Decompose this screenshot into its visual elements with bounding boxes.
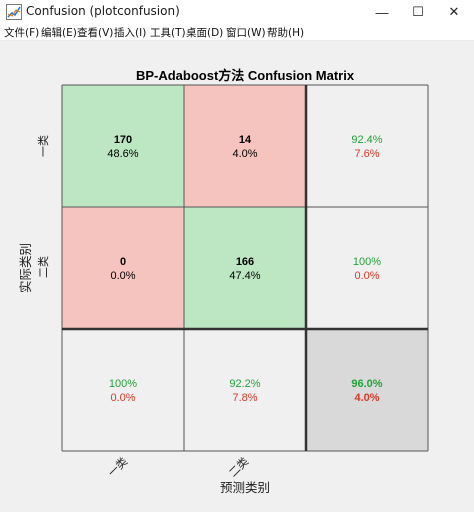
menu-help[interactable]: 帮助(H) — [267, 27, 305, 39]
cell-secondary-value-r3-c2: 7.8% — [232, 392, 257, 404]
y-axis-label: 实际类别 — [18, 243, 33, 293]
x-axis-label: 预测类别 — [220, 481, 270, 495]
cell-primary-value-r3-c3: 96.0% — [351, 378, 382, 390]
chart-title: BP-Adaboost方法 Confusion Matrix — [136, 68, 355, 83]
cell-primary-value-r2-c3: 100% — [353, 256, 381, 268]
matrix-cell-r2-c2 — [184, 207, 306, 329]
close-button[interactable]: ✕ — [448, 4, 460, 19]
cell-secondary-value-r3-c3: 4.0% — [354, 392, 379, 404]
cell-primary-value-r3-c1: 100% — [109, 378, 137, 390]
x-tick-label-class-2: 二类 — [226, 454, 251, 479]
matrix-cell-r3-c1 — [62, 329, 184, 451]
minimize-button[interactable]: — — [375, 4, 389, 20]
menu-bar: 文件(F) 编辑(E) 查看(V) 插入(I) 工具(T) 桌面(D) 窗口(W… — [0, 24, 474, 41]
y-tick-label-class-1: 一类 — [36, 135, 50, 157]
menu-edit[interactable]: 编辑(E) — [41, 27, 77, 39]
cell-secondary-value-r2-c1: 0.0% — [110, 270, 135, 282]
cell-secondary-value-r1-c2: 4.0% — [232, 148, 257, 160]
cell-secondary-value-r2-c2: 47.4% — [229, 270, 260, 282]
cell-primary-value-r1-c3: 92.4% — [351, 134, 382, 146]
cell-primary-value-r2-c2: 166 — [236, 256, 254, 268]
menu-tools[interactable]: 工具(T) — [150, 27, 186, 39]
menu-desktop[interactable]: 桌面(D) — [186, 27, 224, 39]
matrix-cell-r1-c3 — [306, 85, 428, 207]
cell-secondary-value-r1-c1: 48.6% — [107, 148, 138, 160]
matrix-cell-r2-c1 — [62, 207, 184, 329]
maximize-button[interactable]: ☐ — [412, 4, 424, 19]
menu-insert[interactable]: 插入(I) — [114, 27, 147, 39]
matrix-grid — [61, 84, 429, 452]
window-title: Confusion (plotconfusion) — [26, 4, 180, 18]
matrix-cell-r3-c2 — [184, 329, 306, 451]
matrix-cell-r2-c3 — [306, 207, 428, 329]
menu-file[interactable]: 文件(F) — [4, 27, 40, 39]
confusion-matrix-plot: 170 48.6% 14 4.0% 92.4% 7.6% 0 0.0% 166 47.4% 100%… — [18, 68, 429, 495]
matlab-figure-icon — [6, 4, 22, 20]
menu-window[interactable]: 窗口(W) — [226, 27, 266, 39]
title-bar: Confusion (plotconfusion) — ☐ ✕ — [0, 0, 474, 25]
cell-secondary-value-r3-c1: 0.0% — [110, 392, 135, 404]
cell-primary-value-r3-c2: 92.2% — [229, 378, 260, 390]
cell-primary-value-r1-c2: 14 — [239, 134, 252, 146]
cell-secondary-value-r2-c3: 0.0% — [354, 270, 379, 282]
matrix-cell-r1-c2 — [184, 85, 306, 207]
menu-view[interactable]: 查看(V) — [77, 27, 114, 39]
y-tick-label-class-2: 二类 — [36, 256, 50, 278]
cell-secondary-value-r1-c3: 7.6% — [354, 148, 379, 160]
matrix-cells: 170 48.6% 14 4.0% 92.4% 7.6% 0 0.0% 166 47.4% 100%… — [62, 85, 428, 451]
matrix-cell-r1-c1 — [62, 85, 184, 207]
cell-primary-value-r2-c1: 0 — [120, 256, 126, 268]
matrix-cell-r3-c3 — [306, 329, 428, 451]
cell-primary-value-r1-c1: 170 — [114, 134, 132, 146]
x-tick-label-class-1: 一类 — [105, 454, 130, 479]
